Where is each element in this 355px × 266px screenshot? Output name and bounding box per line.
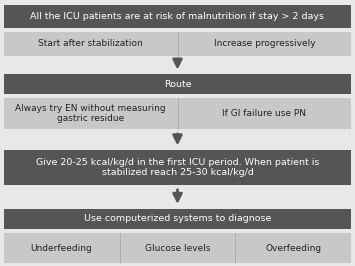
Bar <box>4 209 351 229</box>
Text: Use computerized systems to diagnose: Use computerized systems to diagnose <box>84 214 271 223</box>
Text: Underfeeding: Underfeeding <box>31 244 92 252</box>
Text: If GI failure use PN: If GI failure use PN <box>223 109 306 118</box>
Text: Glucose levels: Glucose levels <box>145 244 210 252</box>
Text: Start after stabilization: Start after stabilization <box>38 39 143 48</box>
Bar <box>4 5 351 28</box>
Bar <box>4 233 351 263</box>
Text: Overfeeding: Overfeeding <box>266 244 322 252</box>
Bar <box>4 32 351 56</box>
Bar <box>4 98 351 129</box>
Text: Give 20-25 kcal/kg/d in the first ICU period. When patient is
stabilized reach 2: Give 20-25 kcal/kg/d in the first ICU pe… <box>36 158 319 177</box>
Text: Route: Route <box>164 80 191 89</box>
Text: Increase progressively: Increase progressively <box>214 39 315 48</box>
Bar <box>4 74 351 94</box>
Bar <box>4 150 351 185</box>
Text: Always try EN without measuring
gastric residue: Always try EN without measuring gastric … <box>15 104 166 123</box>
Text: All the ICU patients are at risk of malnutrition if stay > 2 days: All the ICU patients are at risk of maln… <box>31 12 324 21</box>
